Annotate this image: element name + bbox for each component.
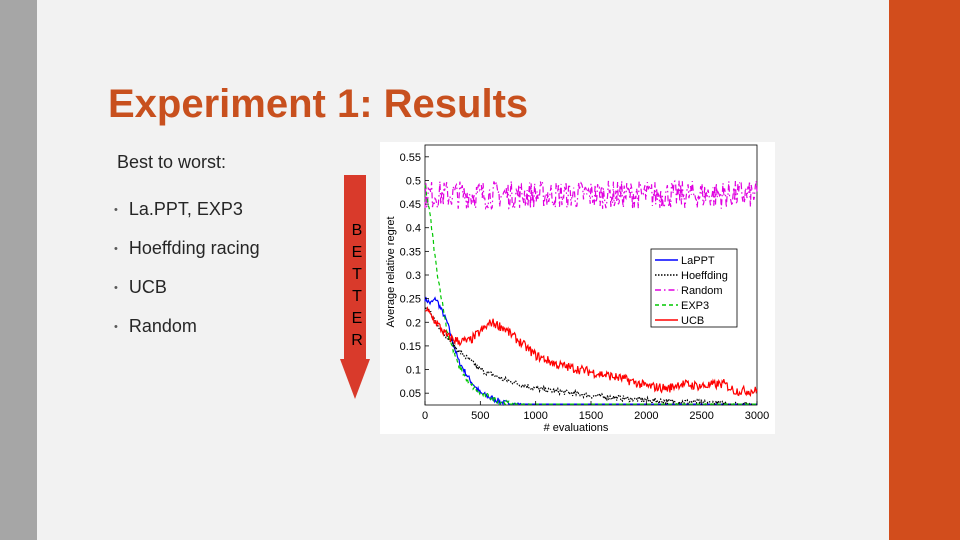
y-axis-label: Average relative regret (385, 216, 397, 327)
arrow-letter: T (352, 266, 362, 283)
arrow-letter: R (351, 332, 363, 349)
legend-label: LaPPT (681, 255, 715, 267)
y-tick-label: 0.55 (400, 152, 421, 164)
y-tick-label: 0.1 (406, 365, 421, 377)
bullet-dot-icon: • (114, 320, 118, 333)
x-tick-label: 2000 (634, 410, 658, 422)
left-accent-bar (0, 0, 37, 540)
down-arrow-icon (340, 175, 370, 399)
legend-label: Hoeffding (681, 270, 728, 282)
x-tick-label: 1000 (523, 410, 547, 422)
x-tick-label: 500 (471, 410, 489, 422)
arrow-letter: T (352, 288, 362, 305)
y-tick-label: 0.2 (406, 317, 421, 329)
chart-legend: LaPPT Hoeffding Random EXP3 UCB (650, 248, 738, 328)
x-tick-label: 2500 (689, 410, 713, 422)
y-tick-label: 0.25 (400, 294, 421, 306)
list-item-label: La.PPT, EXP3 (128, 199, 243, 219)
legend-label: Random (681, 285, 723, 297)
list-item-label: Hoeffding racing (128, 238, 260, 258)
right-accent-bar (889, 0, 960, 540)
x-tick-label: 0 (422, 410, 428, 422)
list-item: • UCB (114, 268, 260, 307)
bullet-dot-icon: • (114, 281, 118, 294)
list-item-label: Random (128, 316, 197, 336)
list-item: • Random (114, 307, 260, 346)
series-line-ucb (424, 305, 758, 397)
intro-text: Best to worst: (117, 152, 227, 172)
y-tick-label: 0.35 (400, 246, 421, 258)
bullet-dot-icon: • (114, 242, 118, 255)
slide-title: Experiment 1: Results (108, 82, 529, 126)
x-axis-label: # evaluations (544, 422, 609, 434)
legend-label: EXP3 (681, 300, 709, 312)
better-label: B E T T E R (349, 220, 365, 352)
y-tick-label: 0.3 (406, 270, 421, 282)
ranking-list: • La.PPT, EXP3 • Hoeffding racing • UCB • Ra… (114, 190, 260, 346)
y-tick-label: 0.05 (400, 388, 421, 400)
list-item: • Hoeffding racing (114, 229, 260, 268)
series-line-hoeffding (424, 305, 757, 406)
list-item: • La.PPT, EXP3 (114, 190, 260, 229)
arrow-letter: E (351, 310, 363, 327)
bullet-dot-icon: • (114, 203, 118, 216)
y-tick-label: 0.5 (406, 175, 421, 187)
legend-box (650, 248, 738, 328)
y-tick-label: 0.4 (406, 223, 421, 235)
legend-label: UCB (681, 315, 704, 327)
y-tick-label: 0.15 (400, 341, 421, 353)
tick-labels: 0 500 1000 1500 2000 2500 3000 0.05 0.1 0.15 0.2 0.… (400, 152, 770, 422)
series-line-random (424, 179, 758, 211)
arrow-letter: B (351, 222, 363, 239)
x-tick-label: 1500 (579, 410, 603, 422)
arrow-letter: E (351, 244, 363, 261)
regret-chart: 0 500 1000 1500 2000 2500 3000 0.05 0.1 0.15 0.2 0.… (380, 142, 775, 434)
y-tick-label: 0.45 (400, 199, 421, 211)
x-tick-label: 3000 (745, 410, 769, 422)
list-item-label: UCB (128, 277, 167, 297)
